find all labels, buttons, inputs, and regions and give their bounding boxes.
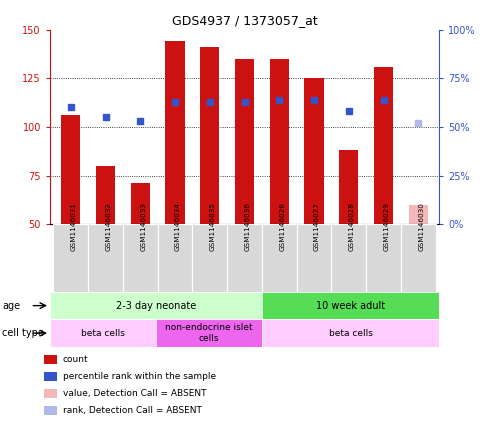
Bar (200, 47, 220, 224)
Text: cell type: cell type (2, 328, 44, 338)
Bar (331, 224, 366, 292)
Text: 10 week adult: 10 week adult (316, 301, 385, 310)
Bar (44, 389, 57, 398)
Text: age: age (2, 301, 20, 310)
Text: 2-3 day neonate: 2-3 day neonate (116, 301, 196, 310)
Bar (339, 150, 358, 224)
Bar (88, 224, 123, 292)
Text: count: count (63, 355, 88, 364)
Text: beta cells: beta cells (329, 329, 373, 338)
Text: GSM1146030: GSM1146030 (418, 202, 424, 251)
Text: GSM1146029: GSM1146029 (384, 202, 390, 251)
Bar (50, 292, 262, 319)
Text: GSM1146028: GSM1146028 (349, 202, 355, 251)
Text: value, Detection Call = ABSENT: value, Detection Call = ABSENT (63, 389, 206, 398)
Bar (44, 355, 57, 364)
Bar (227, 224, 262, 292)
Bar (166, 41, 185, 224)
Bar (401, 224, 436, 292)
Bar (262, 292, 439, 319)
Bar (409, 205, 428, 224)
Bar (304, 78, 323, 224)
Text: rank, Detection Call = ABSENT: rank, Detection Call = ABSENT (63, 406, 202, 415)
Text: GSM1146026: GSM1146026 (279, 202, 285, 251)
Bar (50, 319, 156, 347)
Bar (44, 406, 57, 415)
Bar (235, 59, 254, 224)
Text: GSM1146033: GSM1146033 (140, 202, 146, 251)
Bar (269, 59, 289, 224)
Text: beta cells: beta cells (81, 329, 125, 338)
Text: GSM1146035: GSM1146035 (210, 202, 216, 251)
Bar (374, 66, 393, 224)
Bar (123, 224, 158, 292)
Text: GSM1146034: GSM1146034 (175, 202, 181, 251)
Text: percentile rank within the sample: percentile rank within the sample (63, 372, 216, 381)
Bar (262, 319, 439, 347)
Bar (44, 372, 57, 381)
Text: GSM1146027: GSM1146027 (314, 202, 320, 251)
Text: GSM1146031: GSM1146031 (71, 202, 77, 251)
Bar (96, 166, 115, 224)
Bar (262, 224, 296, 292)
Text: GSM1146032: GSM1146032 (105, 202, 111, 251)
Text: non-endocrine islet
cells: non-endocrine islet cells (165, 324, 253, 343)
Text: GSM1146036: GSM1146036 (245, 202, 250, 251)
Bar (366, 224, 401, 292)
Title: GDS4937 / 1373057_at: GDS4937 / 1373057_at (172, 14, 317, 27)
Bar (156, 319, 262, 347)
Bar (158, 224, 193, 292)
Bar (61, 115, 80, 224)
Bar (296, 224, 331, 292)
Bar (53, 224, 88, 292)
Bar (193, 224, 227, 292)
Bar (131, 183, 150, 224)
